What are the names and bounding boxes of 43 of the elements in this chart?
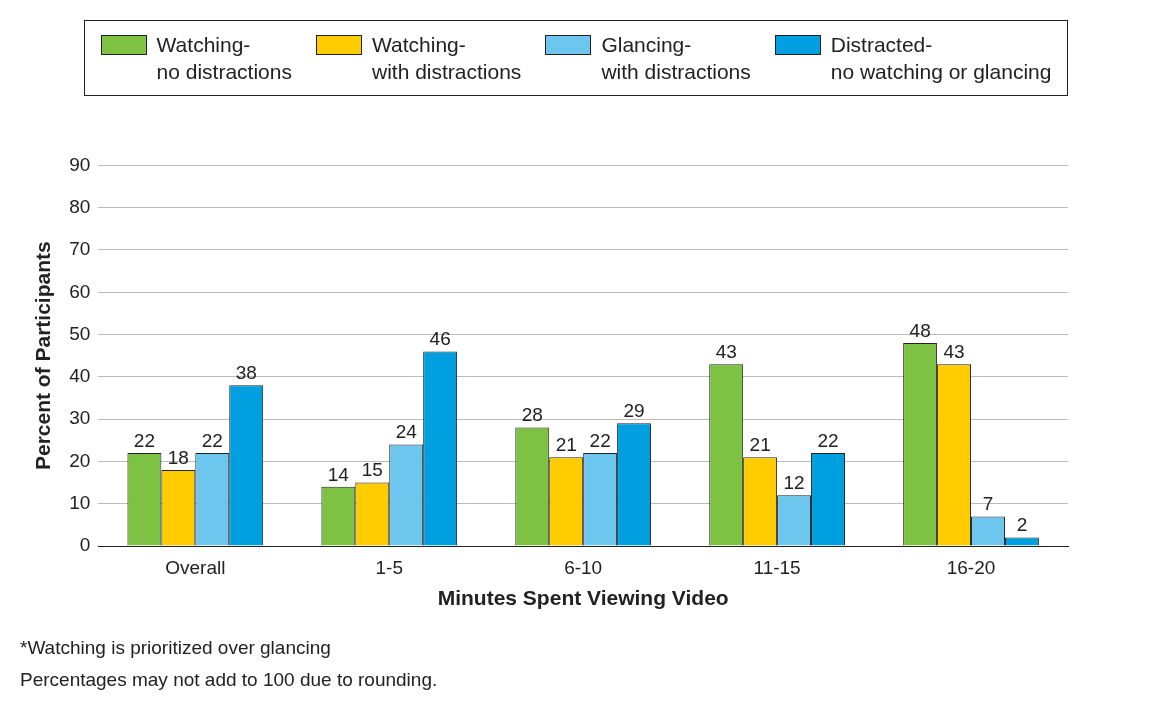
data-label: 21: [555, 433, 577, 455]
y-tick-label: 70: [69, 238, 91, 260]
legend-label: Distracted- no watching or glancing: [830, 32, 1052, 85]
data-label: 7: [982, 493, 994, 515]
data-label: 15: [361, 459, 383, 481]
y-tick-label: 80: [69, 195, 91, 217]
data-label: 48: [909, 319, 931, 341]
data-label: 18: [167, 446, 189, 468]
data-label: 14: [327, 463, 350, 485]
x-tick-label: 16-20: [946, 556, 996, 578]
x-tick-label: 1-5: [375, 556, 403, 578]
data-label: 43: [943, 340, 965, 362]
x-tick-label: 11-15: [753, 556, 801, 578]
y-tick-label: 30: [69, 407, 91, 429]
data-label: 21: [749, 433, 771, 455]
y-tick-label: 10: [69, 491, 91, 513]
data-label: 28: [521, 404, 543, 426]
legend-label: Watching- no distractions: [156, 32, 292, 85]
x-axis-title: Minutes Spent Viewing Video: [437, 586, 729, 610]
x-tick-label: 6-10: [564, 556, 603, 578]
y-tick-label: 90: [69, 153, 91, 175]
data-label: 12: [783, 471, 805, 493]
data-label: 22: [589, 429, 611, 451]
x-tick-label: Overall: [165, 556, 226, 578]
y-tick-label: 40: [69, 365, 91, 387]
data-label: 22: [201, 429, 223, 451]
data-label: 22: [133, 429, 155, 451]
y-tick-label: 60: [69, 280, 91, 302]
text: *Watching is prioritized over glancing: [20, 636, 332, 660]
data-label: 24: [395, 421, 418, 443]
y-axis-title: Percent of Participants: [31, 241, 55, 471]
data-label: 38: [235, 362, 257, 384]
legend-label: Glancing- with distractions: [601, 32, 751, 85]
data-label: 29: [623, 400, 645, 422]
y-tick-label: 0: [79, 534, 91, 556]
data-label: 43: [715, 340, 737, 362]
text: Percentages may not add to 100 due to rounding.: [20, 668, 439, 692]
data-label: 46: [429, 328, 451, 350]
y-tick-label: 50: [69, 322, 91, 344]
legend-label: Watching- with distractions: [371, 32, 522, 85]
y-tick-label: 20: [69, 449, 91, 471]
data-label: 22: [817, 429, 839, 451]
data-label: 2: [1016, 514, 1028, 536]
